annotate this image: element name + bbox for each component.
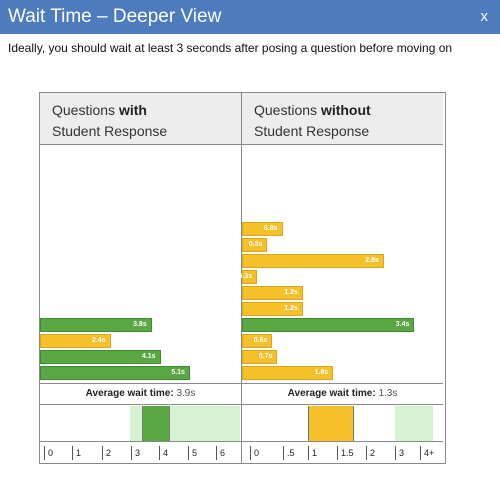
header-text: Questions bbox=[52, 102, 119, 118]
panel-header-line2: Student Response bbox=[52, 123, 168, 139]
panel-without-response: Questions without Student Response 0.8s 0… bbox=[238, 93, 443, 463]
axis-tick bbox=[188, 446, 189, 460]
bar-list: 3.8s 2.4s 4.1s 5.1s bbox=[40, 146, 241, 382]
wait-time-bar: 0.3s bbox=[238, 270, 258, 284]
wait-time-bar: 5.1s bbox=[40, 366, 190, 380]
bar-value-label: 0.6s bbox=[253, 337, 268, 344]
wait-time-bar: 0.6s bbox=[242, 334, 273, 348]
range-indicator bbox=[40, 406, 241, 442]
close-button[interactable]: x bbox=[480, 8, 489, 25]
bar-value-label: 0.3s bbox=[238, 273, 253, 280]
bar-list: 0.8s 0.5s 2.8s 0.3s 1.2s 1.2s 3.4s 0.6s 0.7s 1.8s bbox=[238, 146, 443, 382]
panel-header-line2: Student Response bbox=[254, 123, 370, 139]
bar-value-label: 1.8s bbox=[314, 369, 329, 376]
average-label: Average wait time: bbox=[85, 388, 174, 399]
axis-tick bbox=[366, 446, 367, 460]
wait-time-bar: 1.2s bbox=[242, 286, 303, 300]
bar-value-label: 2.8s bbox=[365, 257, 379, 264]
bar-value-label: 1.2s bbox=[284, 289, 298, 296]
axis-tick bbox=[131, 446, 132, 460]
axis-tick-label: 3 bbox=[399, 448, 405, 458]
time-axis: 0 1 2 3 4 5 6 bbox=[40, 443, 241, 463]
panel-header: Questions without Student Response bbox=[242, 93, 443, 145]
axis-tick bbox=[216, 446, 217, 460]
bar-value-label: 4.1s bbox=[141, 353, 156, 360]
average-label: Average wait time: bbox=[287, 388, 376, 399]
wait-time-bar: 2.4s bbox=[40, 334, 111, 348]
wait-time-bar: 4.1s bbox=[40, 350, 161, 364]
average-range-band bbox=[308, 406, 355, 441]
wait-time-bar: 2.8s bbox=[242, 254, 384, 268]
wait-time-bar: 0.8s bbox=[242, 222, 283, 236]
panel-header-line1: Questions with bbox=[52, 100, 241, 121]
axis-tick-label: 1 bbox=[312, 448, 318, 458]
bar-value-label: 1.2s bbox=[284, 305, 298, 312]
axis-tick-label: 1 bbox=[76, 448, 82, 458]
title-bar: Wait Time – Deeper View x bbox=[0, 0, 500, 34]
bar-value-label: 3.8s bbox=[133, 321, 147, 328]
average-wait-time: Average wait time: 1.3s bbox=[242, 383, 443, 405]
axis-tick-label: 2 bbox=[370, 448, 376, 458]
average-range-band bbox=[141, 406, 171, 441]
window-title: Wait Time – Deeper View bbox=[8, 6, 222, 27]
range-indicator bbox=[242, 406, 443, 442]
bar-value-label: 0.8s bbox=[263, 225, 278, 232]
time-axis: 0 .5 1 1.5 2 3 4+ bbox=[242, 443, 443, 463]
axis-tick bbox=[250, 446, 251, 460]
header-text: Questions bbox=[254, 102, 321, 118]
bar-value-label: 3.4s bbox=[395, 321, 410, 328]
header-emphasis: without bbox=[320, 102, 371, 118]
axis-tick-label: .5 bbox=[287, 448, 295, 458]
average-value: 3.9s bbox=[176, 388, 196, 399]
wait-time-bar: 1.2s bbox=[242, 302, 303, 316]
wait-time-bar: 0.7s bbox=[242, 350, 278, 364]
axis-tick-label: 2 bbox=[106, 448, 112, 458]
axis-tick bbox=[308, 446, 309, 460]
panel-header-line1: Questions without bbox=[254, 100, 443, 121]
panel-header: Questions with Student Response bbox=[40, 93, 241, 145]
axis-tick bbox=[159, 446, 160, 460]
axis-tick-label: 6 bbox=[220, 448, 226, 458]
axis-tick-label: 4 bbox=[163, 448, 169, 458]
wait-time-comparison: Questions with Student Response 3.8s 2.4s… bbox=[39, 92, 446, 464]
wait-time-bar: 0.5s bbox=[242, 238, 268, 252]
axis-tick bbox=[44, 446, 45, 460]
axis-tick-label: 5 bbox=[192, 448, 198, 458]
axis-tick-label: 0 bbox=[254, 448, 260, 458]
wait-time-bar: 1.8s bbox=[242, 366, 334, 380]
axis-tick bbox=[102, 446, 103, 460]
wait-time-bar: 3.8s bbox=[40, 318, 152, 332]
axis-tick bbox=[72, 446, 73, 460]
axis-tick-label: 4+ bbox=[424, 448, 435, 458]
average-value: 1.3s bbox=[378, 388, 398, 399]
axis-tick bbox=[420, 446, 421, 460]
wait-time-bar: 3.4s bbox=[242, 318, 415, 332]
bar-value-label: 2.4s bbox=[91, 337, 106, 344]
axis-tick bbox=[337, 446, 338, 460]
bar-value-label: 0.5s bbox=[248, 241, 263, 248]
axis-tick-label: 3 bbox=[135, 448, 141, 458]
average-wait-time: Average wait time: 3.9s bbox=[40, 383, 241, 405]
axis-tick bbox=[395, 446, 396, 460]
axis-tick bbox=[283, 446, 284, 460]
target-range-band bbox=[395, 406, 433, 441]
description-text: Ideally, you should wait at least 3 seco… bbox=[8, 41, 453, 55]
panel-divider bbox=[241, 93, 242, 463]
axis-tick-label: 1.5 bbox=[341, 448, 354, 458]
bar-value-label: 5.1s bbox=[171, 369, 185, 376]
panel-with-response: Questions with Student Response 3.8s 2.4s… bbox=[40, 93, 241, 463]
axis-tick-label: 0 bbox=[48, 448, 54, 458]
bar-value-label: 0.7s bbox=[258, 353, 273, 360]
header-emphasis: with bbox=[118, 102, 147, 118]
